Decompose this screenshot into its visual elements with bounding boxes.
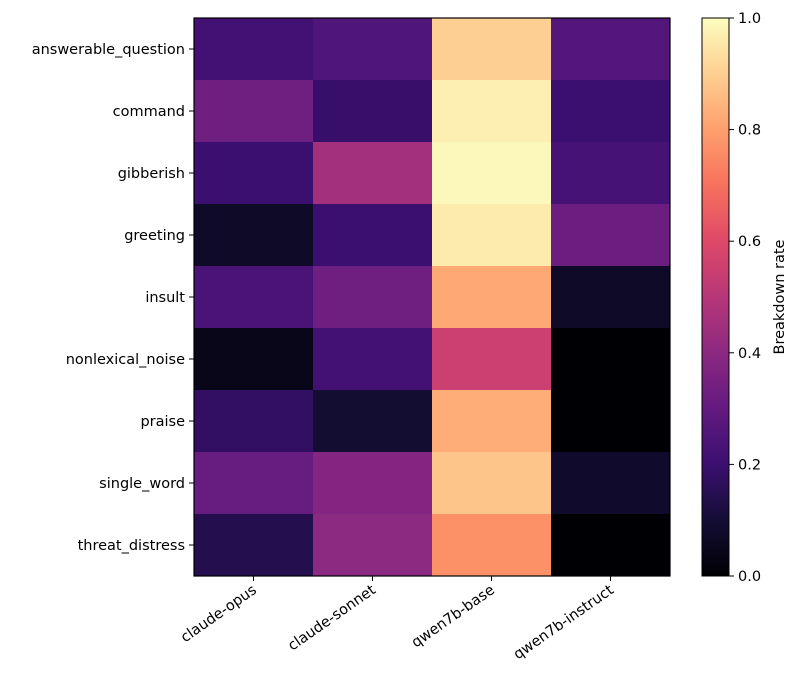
heatmap-cell (313, 18, 433, 81)
heatmap-cell (432, 390, 552, 453)
heatmap-cell (432, 80, 552, 143)
y-tick-label: nonlexical_noise (66, 352, 185, 368)
colorbar-tick-label: 0.8 (738, 123, 761, 139)
y-tick-label: insult (145, 290, 185, 306)
x-tick-label: qwen7b-instruct (511, 582, 617, 663)
heatmap-cell (194, 18, 314, 81)
heatmap-cell (551, 452, 671, 515)
x-axis: claude-opus claude-sonnet qwen7b-base qwen7… (178, 576, 617, 663)
heatmap-cell (551, 18, 671, 81)
colorbar-axis: 0.0 0.2 0.4 0.6 0.8 1.0 (729, 11, 761, 585)
y-tick-label: praise (140, 414, 185, 430)
colorbar (701, 17, 730, 577)
colorbar-tick-label: 0.4 (738, 346, 761, 362)
heatmap-cell (551, 142, 671, 205)
colorbar-label: Breakdown rate (772, 239, 788, 354)
x-tick-label: claude-sonnet (285, 582, 379, 654)
heatmap-cell (194, 266, 314, 329)
x-tick-label: claude-opus (178, 582, 260, 646)
heatmap-cell (313, 142, 433, 205)
heatmap-cell (551, 80, 671, 143)
heatmap-cell (432, 452, 552, 515)
y-tick-label: single_word (99, 476, 185, 492)
y-tick-label: threat_distress (78, 538, 185, 554)
heatmap-cell (194, 328, 314, 391)
heatmap-cell (194, 204, 314, 267)
heatmap-cell (313, 514, 433, 577)
heatmap-cell (313, 204, 433, 267)
heatmap-cell (194, 80, 314, 143)
heatmap-cell (194, 390, 314, 453)
colorbar-tick-label: 0.6 (738, 234, 761, 250)
colorbar-tick-label: 0.2 (738, 457, 761, 473)
heatmap-cell (313, 266, 433, 329)
heatmap-cell (432, 514, 552, 577)
y-tick-label: answerable_question (32, 42, 185, 58)
colorbar-tick-label: 1.0 (738, 11, 761, 27)
heatmap-cell (313, 390, 433, 453)
heatmap-cell (432, 142, 552, 205)
heatmap-cell (432, 328, 552, 391)
heatmap-cells (194, 18, 671, 577)
heatmap-cell (551, 204, 671, 267)
heatmap-cell (313, 452, 433, 515)
y-tick-label: command (113, 104, 185, 120)
heatmap-cell (432, 204, 552, 267)
x-tick-label: qwen7b-base (409, 582, 498, 651)
heatmap-cell (432, 18, 552, 81)
heatmap-cell (551, 514, 671, 577)
heatmap-cell (194, 514, 314, 577)
heatmap-cell (313, 328, 433, 391)
heatmap-cell (551, 328, 671, 391)
y-tick-label: greeting (124, 228, 185, 244)
heatmap-cell (313, 80, 433, 143)
heatmap-cell (551, 390, 671, 453)
heatmap-cell (194, 142, 314, 205)
heatmap-cell (551, 266, 671, 329)
y-tick-label: gibberish (118, 166, 185, 182)
heatmap-cell (194, 452, 314, 515)
heatmap-cell (432, 266, 552, 329)
colorbar-tick-label: 0.0 (738, 569, 761, 585)
